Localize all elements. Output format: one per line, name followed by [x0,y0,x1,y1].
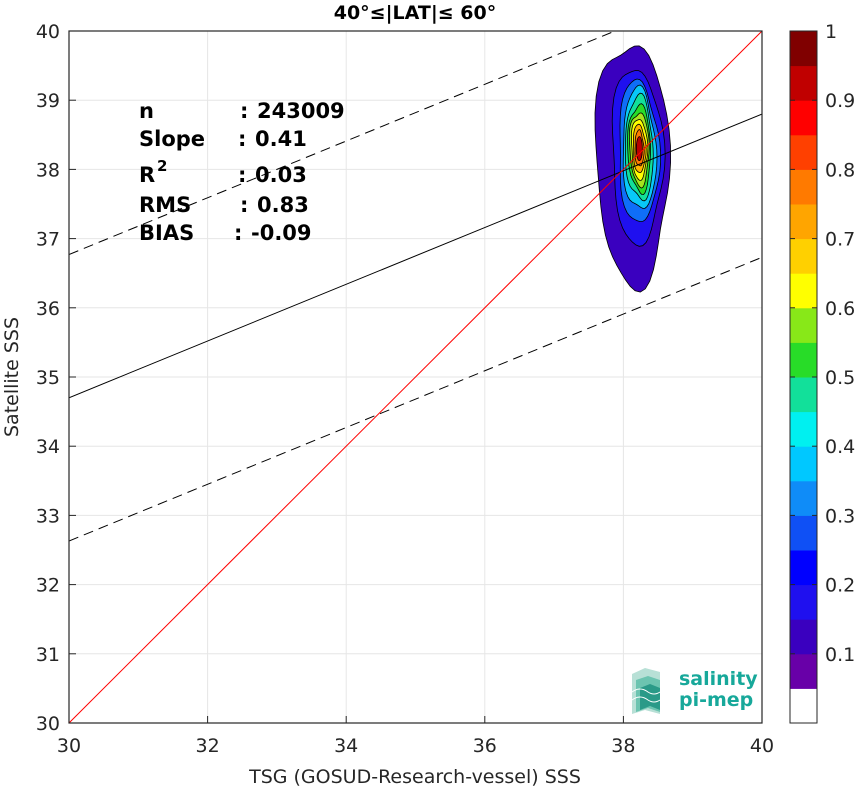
colorbar-swatch [790,100,817,136]
one-to-one-line [69,31,762,723]
colorbar-swatch [790,65,817,101]
stat-value: -0.09 [251,221,312,245]
x-tick-label: 40 [750,735,774,757]
colorbar-swatch [790,31,817,67]
colorbar-tick-label: 0.2 [825,575,855,597]
colorbar-tick-label: 0.4 [825,436,855,458]
grid [68,30,763,724]
logo-line1: salinity [679,668,758,690]
x-axis-ticks: 30 32 34 36 38 40 [57,716,774,757]
density-peak [635,136,643,162]
colorbar-swatch [790,238,817,274]
y-axis-label: Satellite SSS [1,317,23,437]
stat-superscript: 2 [157,157,167,175]
x-tick-label: 36 [473,735,497,757]
x-tick-label: 38 [611,735,635,757]
colorbar: 0.1 0.2 0.3 0.4 0.5 0.6 0.7 0.8 0.9 1 [789,21,855,724]
stat-separator: : [238,163,246,187]
colorbar-swatch [790,584,817,620]
colorbar-tick-label: 0.5 [825,367,855,389]
stat-value: 0.03 [255,163,307,187]
y-tick-label: 37 [36,229,60,251]
colorbar-swatch [790,688,817,724]
y-tick-label: 30 [36,713,60,735]
colorbar-swatch [790,273,817,309]
stat-separator: : [240,193,248,217]
salinity-pi-mep-logo: salinity pi-mep [631,668,758,714]
stat-label: Slope [139,127,205,151]
y-tick-label: 35 [36,367,60,389]
logo-line2: pi-mep [679,689,753,711]
colorbar-tick-label: 1 [825,21,837,43]
x-tick-label: 34 [334,735,358,757]
colorbar-swatch [790,446,817,482]
colorbar-tick-label: 0.3 [825,505,855,527]
y-tick-label: 36 [36,298,60,320]
colorbar-swatch [790,515,817,551]
regression-line [69,113,762,399]
colorbar-tick-label: 0.9 [825,90,855,112]
fit-lines [69,31,762,723]
colorbar-swatch [790,204,817,240]
stat-separator: : [240,99,248,123]
colorbar-swatch [790,134,817,170]
colorbar-swatch [790,480,817,516]
lower-bound-dashed-line [69,256,762,542]
y-tick-label: 34 [36,436,60,458]
x-axis-label: TSG (GOSUD-Research-vessel) SSS [248,766,581,788]
x-tick-label: 30 [57,735,81,757]
density-contours [594,45,672,293]
colorbar-swatch [790,377,817,413]
colorbar-swatch [790,550,817,586]
stat-separator: : [234,221,242,245]
x-tick-label: 32 [196,735,220,757]
stat-label: BIAS [139,221,194,245]
stat-separator: : [238,127,246,151]
colorbar-swatch [790,169,817,205]
y-axis-ticks: 30 31 32 33 34 35 36 37 38 39 40 [36,21,76,735]
colorbar-swatch [790,653,817,689]
stat-label: R [139,163,155,187]
chart-title: 40°≤|LAT|≤ 60° [334,2,497,24]
y-tick-label: 40 [36,21,60,43]
stat-value: 243009 [257,99,345,123]
y-tick-label: 32 [36,575,60,597]
colorbar-swatch [790,307,817,343]
colorbar-tick-label: 0.8 [825,159,855,181]
colorbar-swatch [790,619,817,655]
y-tick-label: 39 [36,90,60,112]
colorbar-swatch [790,342,817,378]
stat-label: RMS [139,193,191,217]
y-tick-label: 38 [36,159,60,181]
colorbar-tick-label: 0.7 [825,229,855,251]
colorbar-swatch [790,411,817,447]
stat-value: 0.41 [255,127,307,151]
y-tick-label: 33 [36,505,60,527]
y-tick-label: 31 [36,644,60,666]
colorbar-tick-label: 0.1 [825,644,855,666]
stat-label: n [139,99,154,123]
stat-value: 0.83 [257,193,309,217]
logo-waves-icon [631,668,661,714]
upper-bound-dashed-line [69,31,617,255]
colorbar-tick-label: 0.6 [825,298,855,320]
